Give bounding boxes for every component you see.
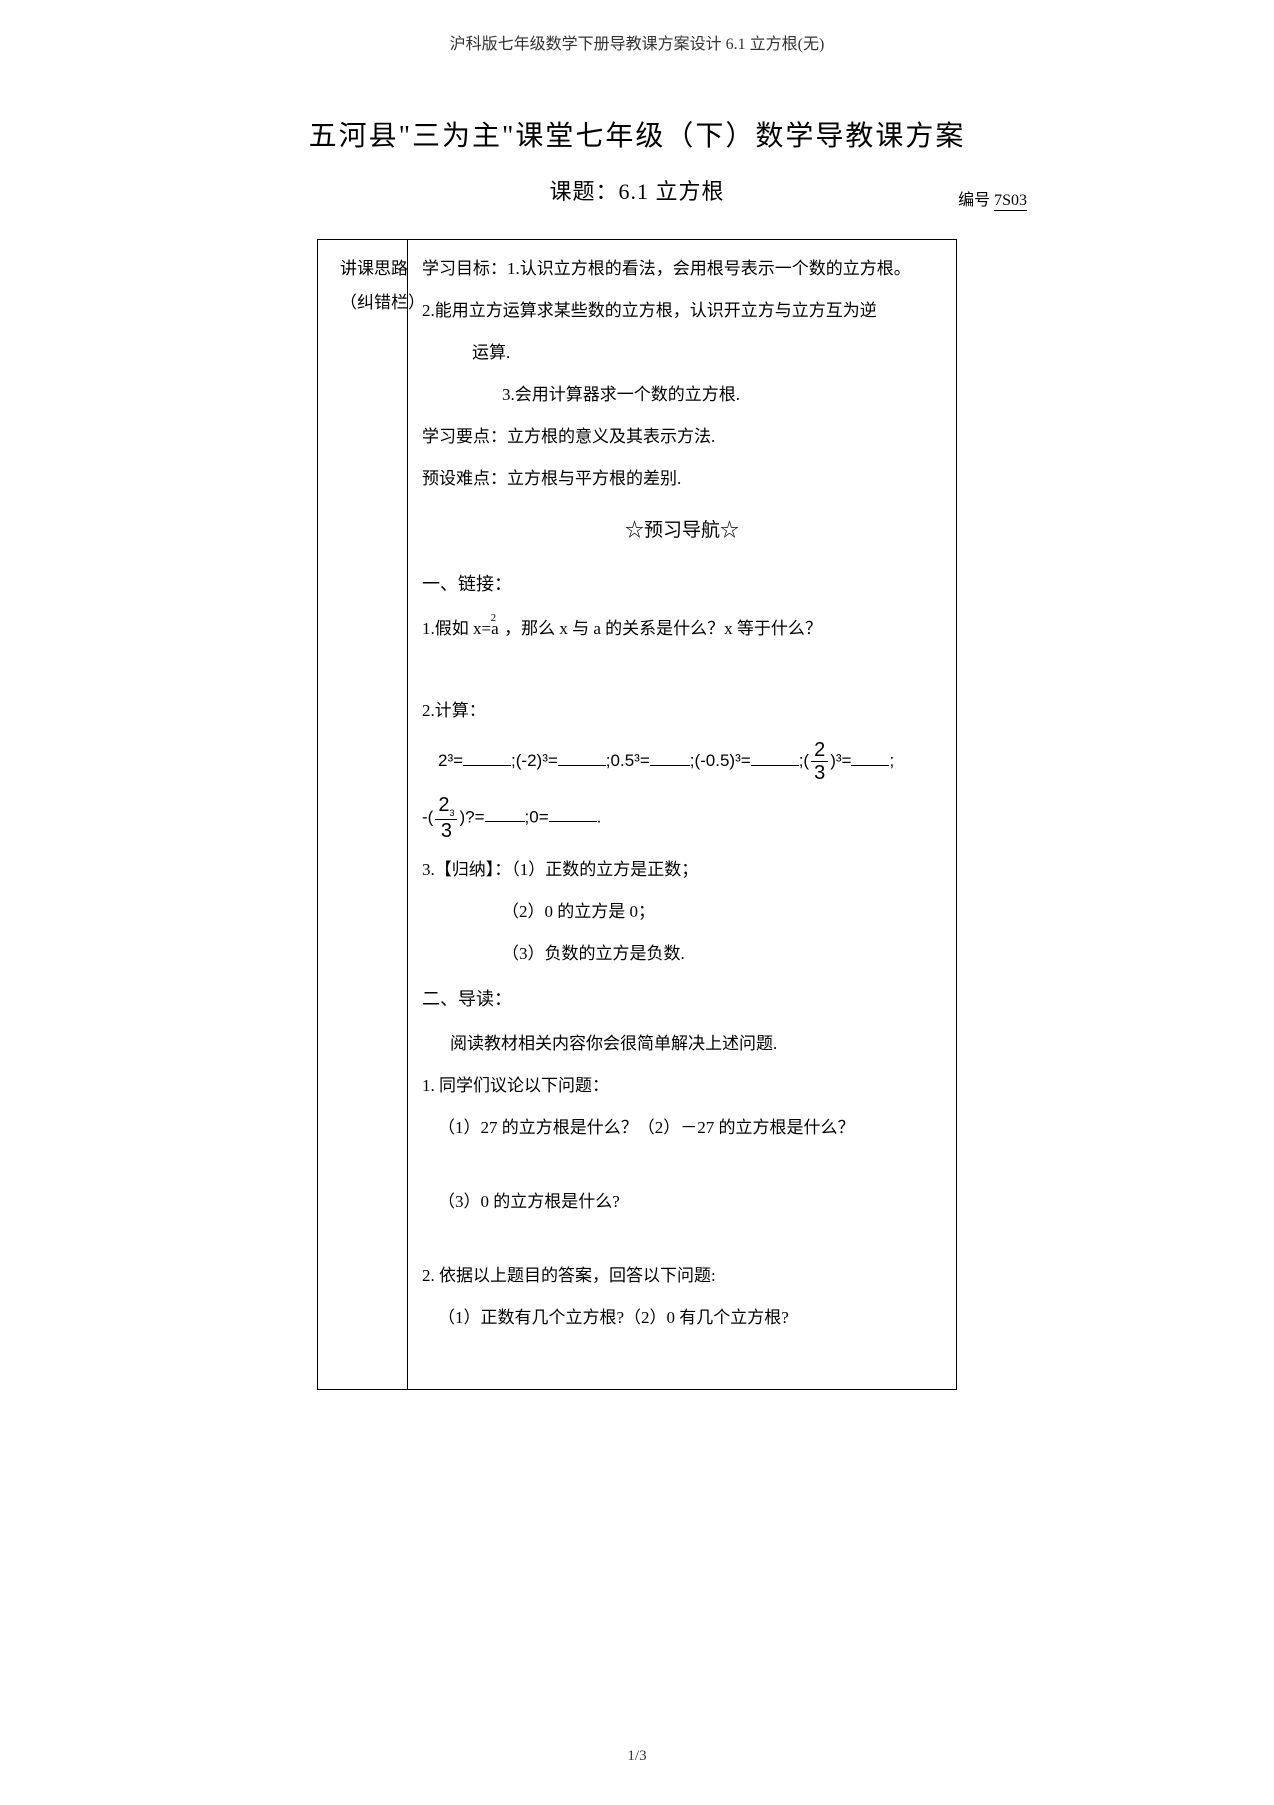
difficulty-text: 立方根与平方根的差别. (507, 469, 681, 488)
gap-3 (422, 1227, 942, 1259)
content-table: 讲课思路 （纠错栏） 学习目标：1.认识立方根的看法，会用根号表示一个数的立方根… (317, 239, 957, 1390)
gap-4 (422, 1343, 942, 1359)
calc-line-2: -(233)?=;0=. (422, 795, 942, 841)
q1-sup: 2 (491, 612, 497, 624)
serial-value: 7S03 (994, 192, 1027, 211)
gap-1 (422, 654, 942, 694)
sec2-q1a: （1）27 的立方根是什么？（2）－27 的立方根是什么？ (422, 1111, 942, 1145)
q1-prefix: 1.假如 x=a (422, 619, 499, 638)
calc-l2c: ;0= (525, 807, 549, 826)
summary-line-3: （3）负数的立方是负数. (422, 937, 942, 971)
subtitle-row: 课题：6.1 立方根 编号 7S03 (247, 174, 1027, 214)
blank-7 (549, 805, 597, 822)
calc-l2b: )?= (459, 807, 484, 826)
keypoint-label: 学习要点： (422, 427, 507, 446)
difficulty-label: 预设难点： (422, 469, 507, 488)
subtitle: 课题：6.1 立方根 (247, 174, 1027, 206)
keypoint-text: 立方根的意义及其表示方法. (507, 427, 715, 446)
frac1-den: 3 (811, 762, 828, 783)
sec2-q2a: （1）正数有几个立方根?（2）0 有几个立方根? (422, 1301, 942, 1335)
calc-p6: )³= (830, 751, 851, 770)
nav-heading: ☆预习导航☆ (422, 512, 942, 550)
sec1-q1: 1.假如 x=a2 ，那么 x 与 a 的关系是什么？x 等于什么？ (422, 612, 942, 646)
sec1-title: 一、链接： (422, 566, 942, 602)
calc-p4: ;(-0.5)³= (690, 751, 751, 770)
calc-line-1: 2³= ;(-2)³= ;0.5³= ;(-0.5)³= ;(23)³=; (422, 740, 942, 783)
calc-p7: ; (889, 751, 894, 770)
sec1-q2-label: 2.计算： (422, 694, 942, 728)
goal-line-1: 讲课思路 （纠错栏） 学习目标：1.认识立方根的看法，会用根号表示一个数的立方根… (422, 252, 942, 286)
frac-2: 233 (435, 795, 457, 841)
sec2-q1c: （3）0 的立方根是什么? (422, 1185, 942, 1219)
sec2-title: 二、导读： (422, 981, 942, 1017)
left-column (318, 240, 408, 1389)
keypoint-line: 学习要点：立方根的意义及其表示方法. (422, 420, 942, 454)
summary-1-text: （1）正数的立方是正数； (511, 860, 698, 879)
goal-1-text: 1.认识立方根的看法，会用根号表示一个数的立方根。 (507, 259, 911, 278)
frac2-den: 3 (435, 820, 457, 841)
frac1-num: 2 (811, 740, 828, 762)
calc-p3: ;0.5³= (606, 751, 650, 770)
summary-line-2: （2）0 的立方是 0； (422, 895, 942, 929)
blank-5 (851, 749, 889, 766)
summary-line-1: 3.【归纳】：（1）正数的立方是正数； (422, 853, 942, 887)
frac-1: 23 (811, 740, 828, 783)
left-note-1: 讲课思路 (340, 252, 408, 286)
goal-label: 学习目标： (422, 259, 507, 278)
sec2-q2-label: 2. 依据以上题目的答案，回答以下问题: (422, 1259, 942, 1293)
blank-4 (751, 749, 799, 766)
blank-6 (485, 805, 525, 822)
q1-rest: ，那么 x 与 a 的关系是什么？x 等于什么？ (504, 619, 822, 638)
calc-p5: ;( (799, 751, 809, 770)
page-footer: 1/3 (0, 1748, 1274, 1765)
blank-1 (463, 749, 511, 766)
difficulty-line: 预设难点：立方根与平方根的差别. (422, 462, 942, 496)
goal-line-2b: 运算. (422, 336, 942, 370)
serial-label: 编号 (958, 192, 990, 209)
serial-block: 编号 7S03 (958, 186, 1027, 210)
sec2-intro: 阅读教材相关内容你会很简单解决上述问题. (422, 1027, 942, 1061)
summary-label: 3.【归纳】： (422, 860, 511, 879)
main-title: 五河县"三为主"课堂七年级（下）数学导教课方案 (0, 114, 1274, 154)
blank-2 (558, 749, 606, 766)
goal-line-2: 2.能用立方运算求某些数的立方根，认识开立方与立方互为逆 (422, 294, 942, 328)
calc-p1: 2³= (438, 751, 463, 770)
right-column: 讲课思路 （纠错栏） 学习目标：1.认识立方根的看法，会用根号表示一个数的立方根… (408, 240, 956, 1389)
frac2-num: 23 (435, 795, 457, 820)
calc-l2a: -( (422, 807, 433, 826)
goal-line-3: 3.会用计算器求一个数的立方根. (422, 378, 942, 412)
frac2-sup: 3 (449, 808, 454, 818)
gap-2 (422, 1153, 942, 1185)
page-header: 沪科版七年级数学下册导教课方案设计 6.1 立方根(无) (0, 0, 1274, 54)
blank-3 (650, 749, 690, 766)
calc-l2d: . (597, 807, 602, 826)
sec2-q1-label: 1. 同学们议论以下问题： (422, 1069, 942, 1103)
left-note-2: （纠错栏） (340, 286, 425, 320)
calc-p2: ;(-2)³= (511, 751, 558, 770)
